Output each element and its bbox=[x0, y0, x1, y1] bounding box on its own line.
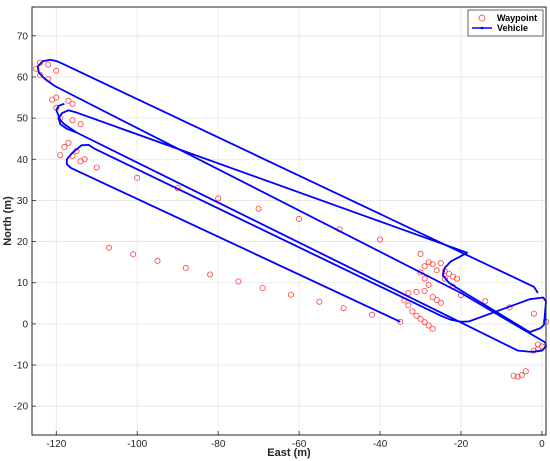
waypoint-marker bbox=[482, 298, 489, 305]
waypoint-marker bbox=[514, 373, 521, 380]
legend-vehicle-label: Vehicle bbox=[497, 23, 528, 33]
waypoint-marker bbox=[53, 67, 60, 74]
waypoint-marker bbox=[368, 311, 375, 318]
waypoint-marker bbox=[445, 270, 452, 277]
y-tick-label: 70 bbox=[17, 31, 29, 42]
waypoint-marker bbox=[207, 271, 214, 278]
waypoint-marker bbox=[437, 299, 444, 306]
waypoint-marker bbox=[65, 139, 72, 146]
y-tick-label: 40 bbox=[17, 155, 29, 166]
x-tick-label: 0 bbox=[539, 439, 545, 450]
waypoint-marker bbox=[421, 287, 428, 294]
waypoint-marker bbox=[429, 261, 436, 268]
waypoint-marker bbox=[255, 205, 262, 212]
waypoint-marker bbox=[57, 152, 64, 159]
y-tick-label: 50 bbox=[17, 114, 29, 125]
waypoint-marker bbox=[518, 372, 525, 379]
waypoint-marker bbox=[437, 259, 444, 266]
vehicle-path bbox=[36, 58, 546, 344]
waypoint-marker bbox=[429, 294, 436, 301]
waypoint-marker bbox=[413, 312, 420, 319]
waypoint-marker bbox=[287, 291, 294, 298]
y-tick-label: 10 bbox=[17, 278, 29, 289]
waypoint-marker bbox=[413, 288, 420, 295]
y-axis-title: North (m) bbox=[2, 196, 14, 246]
waypoint-marker bbox=[522, 368, 529, 375]
waypoint-marker bbox=[77, 158, 84, 165]
y-tick-label: 20 bbox=[17, 237, 29, 248]
waypoint-marker bbox=[421, 319, 428, 326]
vehicle-path bbox=[57, 109, 547, 353]
y-tick-label: 0 bbox=[22, 319, 28, 330]
y-tick-label: 60 bbox=[17, 72, 29, 83]
waypoint-marker bbox=[453, 275, 460, 282]
waypoint-marker bbox=[397, 318, 404, 325]
waypoint-marker bbox=[130, 251, 137, 258]
waypoint-marker bbox=[441, 275, 448, 282]
waypoint-marker bbox=[433, 296, 440, 303]
legend: Waypoint Vehicle bbox=[467, 9, 544, 37]
waypoint-marker bbox=[425, 322, 432, 329]
waypoint-marker bbox=[93, 164, 100, 171]
waypoint-marker bbox=[154, 257, 161, 264]
waypoint-marker bbox=[405, 302, 412, 309]
vehicle-series bbox=[36, 58, 547, 353]
waypoint-marker bbox=[134, 174, 141, 181]
x-tick-label: -100 bbox=[127, 439, 147, 450]
waypoint-marker bbox=[421, 275, 428, 282]
waypoint-marker bbox=[65, 97, 72, 104]
waypoint-marker bbox=[539, 343, 546, 350]
tick-labels: -120 -100 -80 -60 -40 -20 0-20-100102030405060… bbox=[14, 31, 546, 450]
waypoint-marker bbox=[417, 269, 424, 276]
x-tick-label: -60 bbox=[292, 439, 307, 450]
waypoint-marker bbox=[417, 250, 424, 257]
x-axis-title: East (m) bbox=[267, 447, 311, 459]
x-tick-label: -40 bbox=[373, 439, 388, 450]
plot-frame bbox=[31, 6, 547, 436]
x-tick-label: -120 bbox=[46, 439, 66, 450]
waypoint-marker bbox=[77, 121, 84, 128]
waypoint-marker bbox=[421, 263, 428, 270]
waypoint-marker bbox=[69, 117, 76, 124]
y-tick-label: 30 bbox=[17, 196, 29, 207]
waypoint-marker bbox=[296, 215, 303, 222]
waypoint-marker bbox=[377, 236, 384, 243]
waypoint-marker bbox=[69, 100, 76, 107]
waypoint-marker bbox=[182, 264, 189, 271]
waypoint-marker bbox=[235, 278, 242, 285]
waypoint-marker bbox=[510, 372, 517, 379]
legend-waypoint-marker bbox=[478, 14, 486, 22]
legend-waypoint-label: Waypoint bbox=[497, 13, 537, 23]
waypoint-marker bbox=[215, 195, 222, 202]
waypoint-marker bbox=[316, 298, 323, 305]
waypoint-marker bbox=[409, 308, 416, 315]
waypoint-marker bbox=[259, 285, 266, 292]
vehicle-path bbox=[65, 144, 547, 329]
y-tick-label: -10 bbox=[14, 361, 29, 372]
waypoint-marker bbox=[433, 267, 440, 274]
waypoint-marker bbox=[37, 71, 44, 78]
waypoint-marker bbox=[105, 244, 112, 251]
x-tick-label: -80 bbox=[211, 439, 226, 450]
waypoint-marker bbox=[61, 143, 68, 150]
waypoint-marker bbox=[425, 281, 432, 288]
waypoint-marker bbox=[45, 61, 52, 68]
waypoint-marker bbox=[530, 310, 537, 317]
waypoint-marker bbox=[53, 94, 60, 101]
grid bbox=[32, 7, 546, 435]
plot-background bbox=[32, 7, 546, 435]
waypoint-marker bbox=[340, 305, 347, 312]
vehicle-path bbox=[55, 102, 78, 134]
y-tick-label: -20 bbox=[14, 402, 29, 413]
x-tick-label: -20 bbox=[454, 439, 469, 450]
legend-vehicle-marker bbox=[480, 26, 484, 30]
legend-box bbox=[467, 9, 544, 37]
waypoint-marker bbox=[417, 315, 424, 322]
waypoint-series bbox=[33, 59, 550, 380]
waypoint-marker bbox=[429, 325, 436, 332]
